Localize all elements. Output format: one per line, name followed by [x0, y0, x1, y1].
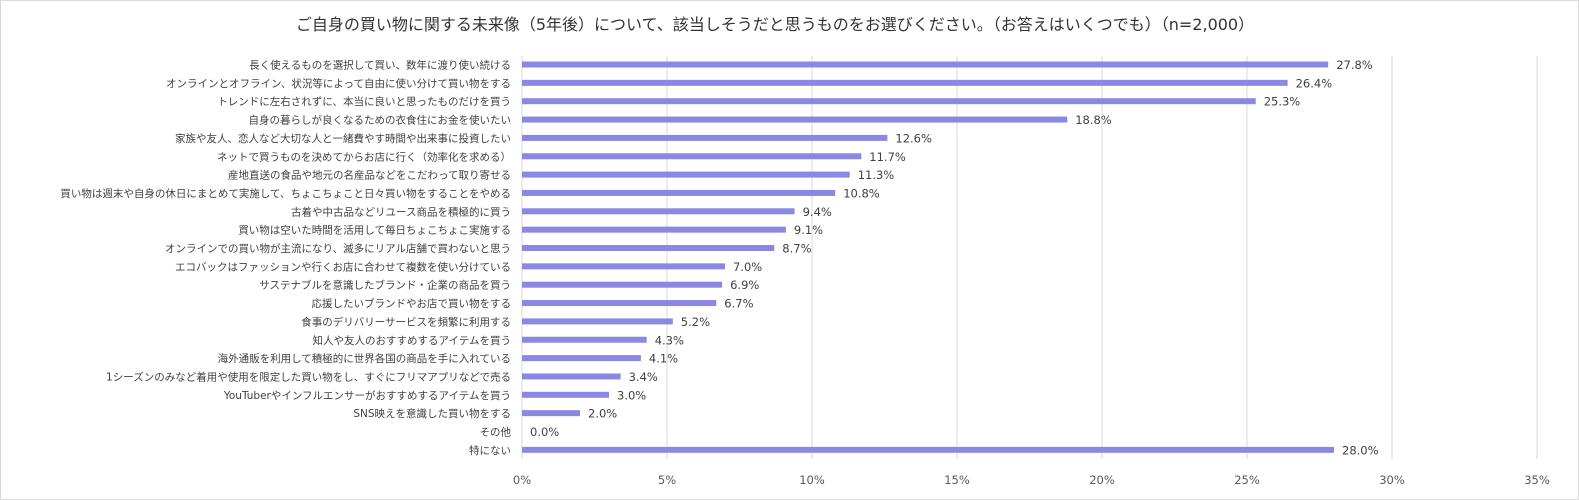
category-label: 食事のデリバリーサービスを頻繁に利用する [301, 315, 511, 328]
x-tick-label: 35% [1524, 473, 1550, 487]
data-label: 3.4% [629, 370, 658, 384]
category-label: 家族や友人、恋人など大切な人と一緒費やす時間や出来事に投資したい [175, 132, 511, 145]
data-label: 9.4% [803, 205, 832, 219]
data-label: 5.2% [681, 315, 710, 329]
category-label: 買い物は週末や自身の休日にまとめて実施して、ちょこちょこと日々買い物をすることを… [60, 187, 511, 200]
bar [522, 134, 888, 141]
category-label: サステナブルを意識したブランド・企業の商品を買う [259, 279, 511, 292]
data-label: 6.7% [724, 297, 753, 311]
category-label: エコバックはファッションや行くお店に合わせて複数を使い分けている [175, 260, 511, 273]
category-label: 知人や友人のおすすめするアイテムを買う [313, 334, 511, 347]
category-label: 海外通販を利用して積極的に世界各国の商品を手に入れている [218, 352, 511, 365]
bar [522, 410, 580, 417]
category-label: その他 [480, 426, 512, 439]
data-label: 2.0% [588, 407, 617, 421]
bar [522, 79, 1288, 86]
data-label: 26.4% [1296, 76, 1333, 90]
bar [522, 208, 795, 215]
category-label: SNS映えを意識した買い物をする [353, 407, 511, 420]
data-label: 4.3% [655, 333, 684, 347]
data-label: 0.0% [530, 425, 559, 439]
data-label: 27.8% [1336, 58, 1373, 72]
bar [522, 281, 723, 288]
x-axis-tick-labels: 0% 5% 10% 15% 20% 25% 30% 35% [513, 473, 1550, 487]
x-tick-label: 10% [799, 473, 825, 487]
x-tick-label: 25% [1234, 473, 1260, 487]
x-tick-label: 15% [944, 473, 970, 487]
category-label: 古着や中古品などリユース商品を積極的に買う [291, 205, 511, 218]
x-tick-label: 20% [1089, 473, 1115, 487]
category-label: 長く使えるものを選択して買い、数年に渡り使い続ける [249, 59, 511, 72]
category-label: 買い物は空いた時間を活用して毎日ちょこちょこ実施する [238, 224, 511, 237]
bar [522, 355, 641, 362]
bar [522, 171, 850, 178]
category-label: 応援したいブランドやお店で買い物をする [312, 297, 512, 310]
bar [522, 318, 673, 325]
data-label: 18.8% [1075, 113, 1112, 127]
data-label: 7.0% [733, 260, 762, 274]
bar [522, 300, 717, 307]
bar [522, 391, 609, 398]
bar [522, 153, 862, 160]
bar [522, 189, 836, 196]
data-label: 3.0% [617, 388, 646, 402]
bar [522, 263, 725, 270]
bar [522, 336, 647, 343]
data-label: 11.7% [869, 150, 906, 164]
category-label: オンラインとオフライン、状況等によって自由に使い分けて買い物をする [166, 77, 511, 90]
data-label: 4.1% [649, 352, 678, 366]
data-label: 10.8% [843, 186, 880, 200]
bar [522, 245, 775, 251]
value-labels: 27.8%26.4% 25.3% 18.8% 12.6% 11.7% 11.3% 10.8%… [530, 58, 1379, 457]
category-label: オンラインでの買い物が主流になり、滅多にリアル店舗で買わないと思う [165, 242, 511, 255]
data-label: 6.9% [730, 278, 759, 292]
category-labels: 長く使えるものを選択して買い、数年に渡り使い続けるオンラインとオフライン、状況等… [60, 59, 511, 457]
category-label: 1シーズンのみなど着用や使用を限定した買い物をし、すぐにフリマアプリなどで売る [106, 370, 511, 383]
data-label: 12.6% [895, 131, 932, 145]
bar [522, 116, 1068, 123]
x-tick-label: 30% [1379, 473, 1405, 487]
bar [522, 61, 1329, 68]
data-label: 8.7% [782, 242, 811, 256]
category-label: 特にない [469, 445, 511, 457]
category-label: YouTuberやインフルエンサーがおすすめするアイテムを買う [223, 389, 511, 402]
bar [522, 446, 1334, 453]
data-label: 9.1% [794, 223, 823, 237]
category-label: 自身の暮らしが良くなるための衣食住にお金を使いたい [249, 114, 512, 127]
data-label: 11.3% [858, 168, 895, 182]
bars [522, 61, 1334, 453]
chart-title: ご自身の買い物に関する未来像（5年後）について、該当しそうだと思うものをお選びく… [296, 15, 1254, 34]
x-tick-label: 0% [513, 473, 531, 487]
category-label: ネットで買うものを決めてからお店に行く（効率化を求める） [217, 150, 511, 163]
category-label: トレンドに左右されずに、本当に良いと思ったものだけを買う [217, 95, 511, 108]
category-label: 産地直送の食品や地元の名産品などをこだわって取り寄せる [228, 169, 511, 182]
data-label: 25.3% [1264, 95, 1301, 109]
bar [522, 373, 621, 380]
x-tick-label: 5% [658, 473, 676, 487]
bar [522, 226, 786, 233]
bar [522, 98, 1256, 105]
gridlines [521, 56, 1538, 459]
data-label: 28.0% [1342, 443, 1379, 457]
